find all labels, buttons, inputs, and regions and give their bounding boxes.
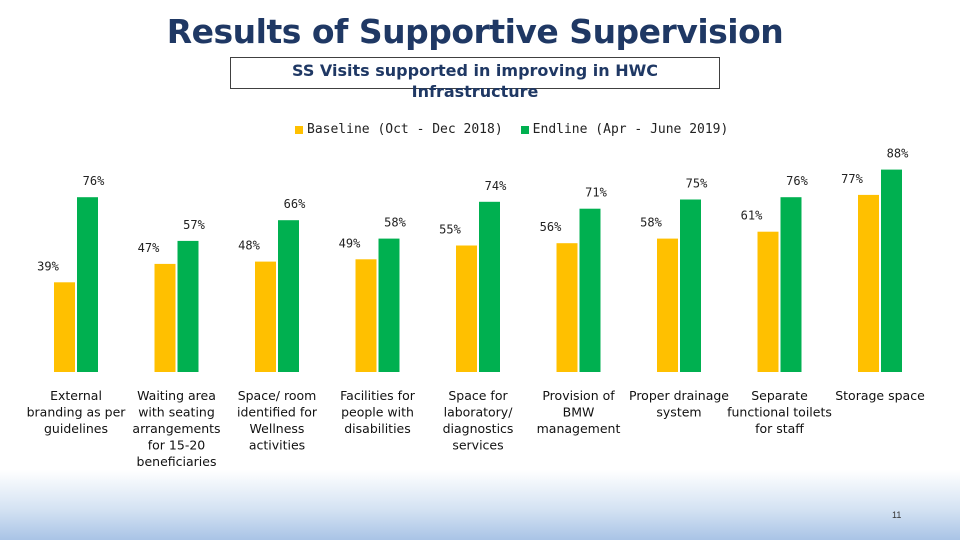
bar-baseline-6 (556, 243, 578, 372)
data-label-endline-5: 74% (485, 179, 507, 193)
data-label-baseline-8: 61% (741, 209, 763, 223)
category-label-8: Separate functional toilets for staff (727, 388, 832, 436)
bar-endline-9 (881, 169, 902, 372)
bar-endline-5 (479, 201, 500, 372)
data-label-baseline-1: 39% (37, 259, 59, 273)
bar-baseline-8 (757, 231, 779, 372)
category-label-9: Storage space (835, 388, 925, 403)
chart-legend: Baseline (Oct - Dec 2018) Endline (Apr -… (295, 122, 728, 137)
data-label-baseline-6: 56% (540, 220, 562, 234)
page-number: 11 (892, 510, 902, 520)
data-label-endline-3: 66% (284, 197, 306, 211)
data-label-baseline-7: 58% (640, 216, 662, 230)
legend-item-baseline: Baseline (Oct - Dec 2018) (295, 122, 503, 137)
data-label-endline-9: 88% (887, 147, 909, 161)
data-label-endline-6: 71% (585, 186, 607, 200)
bar-baseline-5 (456, 245, 477, 372)
data-label-endline-2: 57% (183, 218, 205, 232)
bar-baseline-4 (355, 259, 377, 372)
category-label-3: Space/ room identified for Wellness activit… (237, 388, 318, 453)
legend-swatch-baseline (295, 125, 303, 134)
data-label-baseline-3: 48% (238, 239, 260, 253)
bar-endline-7 (680, 199, 701, 372)
bar-baseline-3 (255, 261, 276, 372)
bar-endline-8 (780, 197, 802, 372)
bar-baseline-2 (154, 263, 176, 372)
bar-baseline-1 (54, 282, 75, 372)
legend-item-endline: Endline (Apr - June 2019) (520, 122, 729, 137)
bar-endline-2 (177, 240, 199, 372)
data-label-endline-7: 75% (686, 177, 708, 191)
data-label-baseline-4: 49% (339, 236, 361, 250)
data-label-endline-1: 76% (83, 174, 105, 188)
bar-endline-6 (579, 208, 601, 372)
data-label-endline-4: 58% (384, 216, 406, 230)
category-label-1: External branding as per guidelines (27, 388, 127, 436)
bar-endline-1 (77, 197, 98, 372)
category-label-7: Proper drainage system (629, 388, 729, 420)
legend-label-endline: Endline (Apr - June 2019) (532, 122, 729, 137)
legend-swatch-endline (520, 125, 529, 134)
category-label-5: Space for laboratory/diagnostics services (443, 388, 514, 453)
category-label-4: Facilities for people with disabilities (340, 388, 416, 436)
bar-baseline-7 (657, 238, 678, 372)
data-label-baseline-5: 55% (439, 223, 461, 237)
bar-endline-4 (378, 238, 400, 372)
data-label-endline-8: 76% (786, 174, 808, 188)
bar-endline-3 (278, 220, 299, 372)
chart-title-box (230, 57, 720, 89)
category-label-2: Waiting area with seating arrangements for … (132, 388, 220, 469)
legend-label-baseline: Baseline (Oct - Dec 2018) (307, 122, 503, 137)
chart-title: SS Visits supported in improving in HWC … (292, 61, 658, 101)
category-label-6: Provision of BMW management (537, 388, 621, 436)
footer-gradient-band (0, 470, 960, 540)
slide-title: Results of Supportive Supervision (166, 12, 784, 51)
bar-baseline-9 (858, 194, 879, 372)
data-label-baseline-9: 77% (841, 172, 863, 186)
data-label-baseline-2: 47% (138, 241, 160, 255)
